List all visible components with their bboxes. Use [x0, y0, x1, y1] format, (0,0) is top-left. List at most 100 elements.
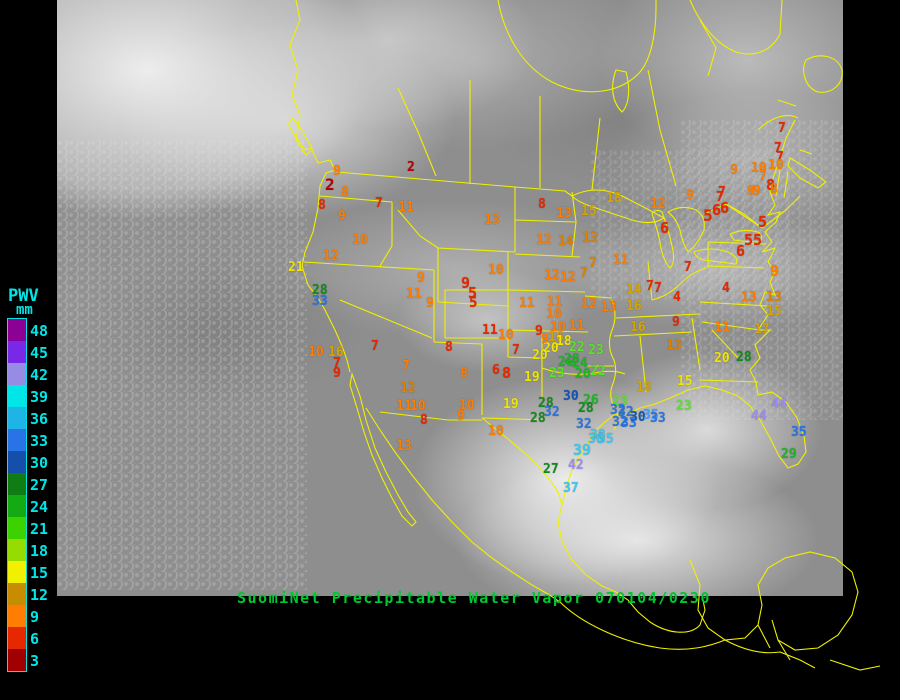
station-value: 9 — [747, 184, 755, 199]
station-value: 9 — [461, 274, 471, 292]
station-value: 10 — [498, 328, 514, 343]
legend-entry — [8, 627, 26, 649]
station-value: 19 — [503, 397, 519, 412]
station-value: 7 — [718, 185, 726, 200]
station-value: 30 — [630, 410, 646, 425]
station-value: 7 — [646, 279, 654, 294]
station-value: 23 — [612, 394, 628, 409]
station-value: 16 — [328, 345, 344, 360]
station-value: 6 — [492, 363, 500, 378]
station-value: 33 — [650, 411, 666, 426]
legend-value-label: 33 — [30, 432, 49, 450]
station-value: 7 — [371, 339, 379, 354]
station-value: 38 — [590, 428, 606, 443]
station-value: 14 — [558, 234, 574, 249]
station-value: 8 — [341, 185, 349, 200]
station-value: 13 — [582, 231, 598, 246]
station-value: 8 — [420, 413, 428, 428]
legend-value-label: 45 — [30, 344, 49, 362]
station-value: 13 — [741, 290, 757, 305]
station-value: 13 — [396, 439, 412, 454]
atlantic-cloud-texture — [680, 120, 843, 420]
station-value: 18 — [556, 334, 572, 349]
midwest-borders — [584, 261, 707, 431]
station-value: 8 — [445, 340, 453, 355]
station-value: 15 — [581, 204, 597, 219]
station-value: 8 — [766, 176, 776, 194]
legend-entry — [8, 385, 26, 407]
station-value: 9 — [770, 262, 780, 280]
station-value: 6 — [720, 199, 730, 217]
station-value: 23 — [549, 366, 565, 381]
station-value: 9 — [535, 324, 543, 339]
station-value: 33 — [312, 294, 328, 309]
station-value: 17 — [754, 322, 770, 337]
baja-peninsula — [349, 371, 417, 527]
station-value: 30 — [563, 389, 579, 404]
station-value: 6 — [736, 242, 746, 260]
station-value: 11 — [396, 399, 412, 414]
legend-entry — [8, 429, 26, 451]
legend-title: PWV — [8, 286, 39, 306]
station-value: 10 — [352, 233, 368, 248]
station-value: 10 — [410, 399, 426, 414]
station-value: 11 — [482, 323, 498, 338]
texas-borders — [481, 332, 626, 506]
eastern-canada-coastlines — [689, 0, 843, 229]
station-value: 28 — [564, 352, 580, 367]
station-value: 16 — [626, 299, 642, 314]
station-value: 32 — [618, 405, 634, 420]
lake-huron — [667, 206, 705, 253]
lake-michigan — [651, 209, 675, 269]
legend-value-label: 39 — [30, 388, 49, 406]
station-value: 2 — [407, 160, 415, 175]
station-value: 12 — [581, 297, 597, 312]
eastern-state-borders — [699, 169, 789, 383]
station-value: 9 — [426, 296, 434, 311]
legend-entry — [8, 341, 26, 363]
station-value: 4 — [722, 281, 730, 296]
station-value: 35 — [598, 432, 614, 447]
station-value: 7 — [759, 169, 767, 184]
satellite-image — [57, 0, 843, 596]
station-value: 12 — [560, 270, 576, 285]
canada-province-borders — [397, 69, 677, 191]
vancouver-island — [287, 117, 313, 151]
legend-value-label: 9 — [30, 608, 40, 626]
legend-entry — [8, 363, 26, 385]
station-value: 39 — [573, 441, 592, 459]
image-caption: SuomiNet Precipitable Water Vapor 070104… — [237, 589, 711, 607]
station-value: 10 — [768, 158, 784, 173]
station-value: 9 — [753, 184, 761, 199]
station-value: 7 — [774, 141, 782, 156]
station-value: 8 — [770, 182, 778, 197]
station-value: 11 — [613, 253, 629, 268]
station-value: 7 — [402, 359, 410, 374]
station-value: 9 — [686, 188, 694, 203]
hudson-bay — [497, 0, 657, 113]
station-value: 13 — [556, 206, 572, 221]
station-value: 22 — [569, 340, 585, 355]
station-value: 9 — [333, 164, 341, 179]
station-value: 7 — [512, 343, 520, 358]
station-value: 23 — [588, 343, 604, 358]
station-value: 20 — [714, 351, 730, 366]
legend-value-label: 18 — [30, 542, 49, 560]
legend-value-label: 48 — [30, 322, 49, 340]
station-value: 9 — [338, 209, 346, 224]
station-value: 32 — [576, 417, 592, 432]
station-value: 10 — [308, 345, 324, 360]
pacific-coastline — [289, 0, 351, 373]
station-value: 44 — [771, 397, 787, 412]
station-value: 7 — [654, 281, 662, 296]
station-value: 32 — [544, 405, 560, 420]
station-value: 11 — [547, 295, 563, 310]
station-value: 12 — [400, 381, 416, 396]
station-value: 24 — [572, 356, 588, 371]
station-value: 5 — [758, 213, 768, 231]
legend-value-label: 24 — [30, 498, 49, 516]
legend-entry — [8, 495, 26, 517]
station-value: 32 — [612, 415, 628, 430]
gulf-coastline — [557, 407, 706, 633]
